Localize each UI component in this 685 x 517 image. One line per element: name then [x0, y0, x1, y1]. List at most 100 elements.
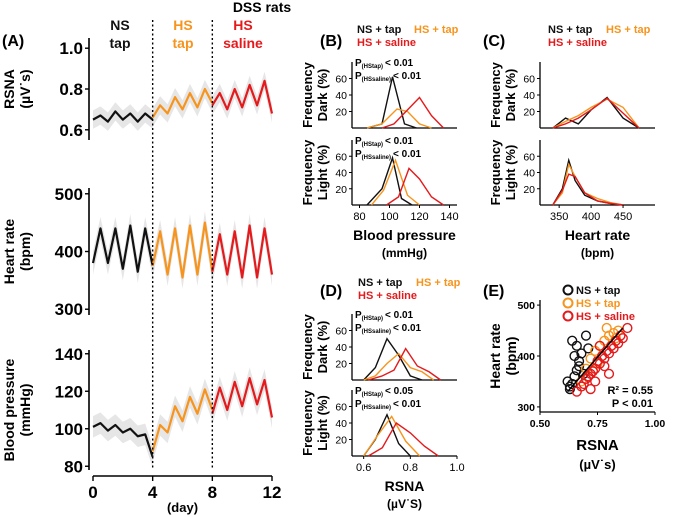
- x-tick-label: 100: [380, 211, 398, 223]
- scatter-point-hs_saline: [599, 361, 610, 372]
- series-line-hs_saline: [211, 377, 274, 418]
- p-value-label: P(HSsaline) < 0.01: [355, 323, 422, 335]
- scatter-point-hs_saline: [617, 333, 628, 344]
- y-axis-label: Frequency: [300, 139, 315, 206]
- x-tick-label: 1.00: [645, 418, 666, 430]
- scatter-point-hs_tap: [601, 322, 612, 334]
- scatter-point-hs_saline: [603, 368, 615, 379]
- x-axis-label: Blood pressure: [353, 227, 456, 243]
- y-tick-label: 300: [517, 402, 535, 414]
- x-tick-label: 0.75: [587, 418, 608, 430]
- y-axis-unit: Light (%): [315, 395, 330, 451]
- group-label-hs-saline: saline: [223, 35, 263, 51]
- x-tick-label: 80: [353, 211, 365, 223]
- p-value-label: P < 0.01: [612, 398, 653, 410]
- y-axis-label: Frequency: [300, 389, 315, 456]
- sd-band-hs_saline: [212, 367, 272, 429]
- legend-d-hs-tap: HS + tap: [416, 277, 461, 289]
- legend-d-ns: NS + tap: [358, 277, 403, 289]
- series-line-hs_tap: [552, 98, 640, 129]
- plot-B-dark: 20 40 60 Frequency Dark (%) P(HStap) < 0.01P(H…: [300, 58, 457, 129]
- series-line-hs_saline: [211, 224, 274, 279]
- series-line-hs_saline: [367, 421, 439, 457]
- y-tick-label: 20: [335, 435, 347, 447]
- series-line-hs_tap: [370, 158, 420, 206]
- y-axis-label: Frequency: [488, 139, 503, 206]
- series-line-hs_saline: [368, 347, 442, 381]
- x-tick-label: 0.50: [530, 418, 551, 430]
- x-tick-label: 1.0: [449, 462, 464, 474]
- x-tick-label: 450: [614, 211, 632, 223]
- x-tick-label: 350: [550, 211, 568, 223]
- y-tick-label: 300: [55, 300, 83, 319]
- y-tick-label: 500: [55, 185, 83, 204]
- sd-band-ns: [93, 102, 153, 131]
- plot-C-light: 20 40 60 Frequency Light (%) 350 400 450 Heart r…: [488, 139, 655, 260]
- series-line-hs_tap: [363, 415, 421, 457]
- series-line-hs_saline: [552, 173, 624, 206]
- y-axis-unit: Dark (%): [503, 69, 518, 122]
- legend-d: NS + tap HS + tap HS + saline: [358, 277, 461, 302]
- plot-B-light: 20 40 60 Frequency Light (%) P(HStap) < 0.01P(…: [300, 136, 459, 260]
- series-line-hs_saline: [381, 96, 445, 129]
- sd-band-hs_tap: [152, 79, 213, 127]
- series-line-hs_saline: [211, 79, 274, 114]
- p-value-label: P(HSsaline) < 0.01: [355, 399, 422, 411]
- scatter-point-hs_saline: [587, 366, 599, 377]
- y-tick-label: 40: [335, 342, 347, 354]
- y-tick-label: 20: [335, 184, 347, 196]
- y-axis-label: Heart rate: [487, 323, 503, 389]
- legend-d-hs-saline: HS + saline: [358, 290, 417, 302]
- scatter-point-ns: [583, 343, 594, 354]
- group-label-ns: NS: [110, 17, 129, 33]
- scatter-point-ns: [571, 340, 582, 351]
- plot-C-dark: 20 40 60 Frequency Dark (%): [488, 61, 655, 129]
- series-line-ns: [363, 337, 423, 381]
- scatter-point-hs_saline: [585, 383, 596, 395]
- legend-e-marker-ns: [562, 284, 574, 296]
- y-tick-label: 0.6: [59, 121, 83, 140]
- x-axis-label: Heart rate: [565, 227, 631, 243]
- series-line-ns: [363, 413, 411, 457]
- r-squared-label: R² = 0.55: [607, 385, 653, 397]
- y-axis-unit: (bpm): [17, 232, 33, 271]
- scatter-point-hs_saline: [576, 381, 587, 392]
- scatter-point-ns: [564, 381, 576, 392]
- plot-D-dark: 20 40 60 Frequency Dark (%) P(HStap) < 0.01P(H…: [300, 310, 457, 381]
- legend-c-hs-tap: HS + tap: [606, 24, 651, 36]
- x-axis-unit: (µV˙s): [579, 457, 615, 472]
- y-axis-label: Blood pressure: [1, 358, 17, 461]
- x-tick-label: 0.8: [403, 462, 418, 474]
- series-line-hs_tap: [363, 352, 435, 381]
- x-axis-unit: (mmHg): [382, 246, 427, 260]
- scatter-point-ns: [562, 376, 573, 387]
- y-tick-label: 40: [523, 168, 535, 180]
- y-axis-label: Frequency: [300, 61, 315, 128]
- scatter-point-ns: [569, 371, 580, 382]
- group-label-hs: HS: [173, 17, 192, 33]
- y-axis-unit: (mmHg): [17, 384, 33, 437]
- panel-label-a: (A): [2, 33, 24, 50]
- legend-c-hs-saline: HS + saline: [548, 37, 607, 49]
- x-axis-label: RSNA: [576, 437, 619, 454]
- series-line-ns: [366, 155, 413, 206]
- legend-e-marker-hs-saline: [562, 310, 574, 322]
- series-line-hs_saline: [386, 167, 444, 206]
- x-tick-label: 12: [263, 483, 282, 502]
- y-tick-label: 60: [335, 326, 347, 338]
- plot-A-bp: 80 100 120 140 Blood pressure (mmHg): [1, 345, 274, 476]
- x-axis-label-a: (day): [167, 500, 198, 515]
- plot-E-scatter: 300 400 500 0.50 0.75 1.00 Heart rate (bpm) RSNA…: [487, 300, 665, 472]
- sd-band-ns: [93, 214, 153, 284]
- x-tick-label: 8: [208, 483, 217, 502]
- x-tick-label: 120: [410, 211, 428, 223]
- p-value-label: P(HSsaline) < 0.01: [355, 71, 422, 83]
- legend-b: NS + tap HS + tap HS + saline: [357, 24, 459, 49]
- y-tick-label: 40: [523, 90, 535, 102]
- y-tick-label: 60: [523, 74, 535, 86]
- panel-label-b: (B): [320, 33, 342, 50]
- panel-label-c: (C): [483, 33, 505, 50]
- series-line-hs_tap: [366, 108, 432, 129]
- series-line-ns: [91, 224, 154, 273]
- plot-A-rsna: 0.6 0.8 1.0 RSNA (µV˙s): [1, 38, 274, 140]
